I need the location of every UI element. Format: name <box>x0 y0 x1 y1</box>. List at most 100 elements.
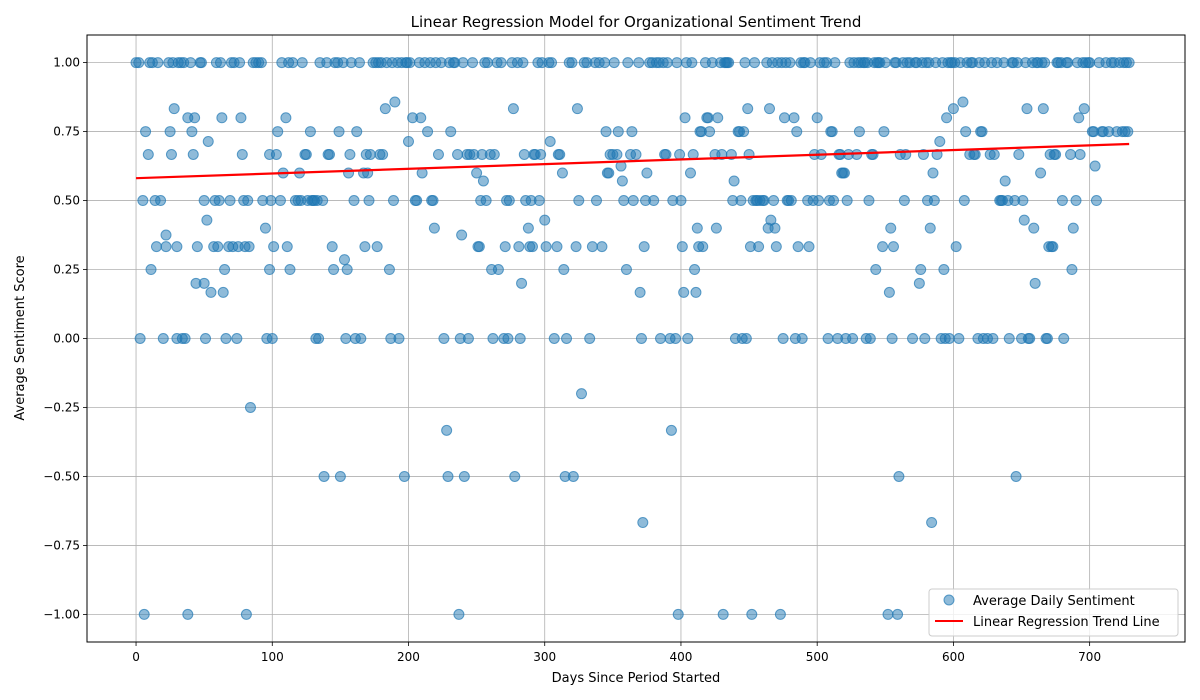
data-point <box>220 333 232 344</box>
data-point <box>950 241 962 253</box>
data-point <box>630 148 642 160</box>
data-point <box>1018 214 1030 226</box>
data-point <box>427 195 439 207</box>
data-point <box>675 195 687 207</box>
data-point <box>853 126 865 138</box>
data-point <box>544 136 556 148</box>
data-point <box>134 333 146 344</box>
data-point <box>576 388 588 400</box>
data-point <box>383 264 395 276</box>
data-point <box>1035 167 1047 179</box>
legend-box <box>928 588 1179 637</box>
data-point <box>584 333 596 344</box>
data-point <box>477 175 489 187</box>
data-point <box>612 126 624 138</box>
data-point <box>599 57 611 69</box>
data-point <box>457 57 469 69</box>
data-point <box>165 148 177 160</box>
data-point <box>887 241 899 253</box>
data-point <box>155 195 167 207</box>
data-point <box>1056 195 1068 207</box>
data-point <box>1123 57 1135 69</box>
y-tick-label: −0.75 <box>43 538 80 552</box>
data-point <box>411 195 423 207</box>
data-point <box>558 264 570 276</box>
data-point <box>1062 57 1074 69</box>
data-point <box>697 241 709 253</box>
data-point <box>480 195 492 207</box>
data-point <box>634 286 646 298</box>
data-point <box>458 470 470 482</box>
data-point <box>684 167 696 179</box>
data-point <box>738 126 750 138</box>
data-point <box>596 241 608 253</box>
data-point <box>947 103 959 115</box>
data-point <box>224 195 236 207</box>
data-point <box>958 195 970 207</box>
chart-title: Linear Regression Model for Organization… <box>411 13 862 31</box>
data-point <box>988 148 1000 160</box>
data-point <box>242 195 254 207</box>
data-point <box>665 424 677 436</box>
data-point <box>377 148 389 160</box>
data-point <box>255 57 267 69</box>
data-point <box>987 333 999 344</box>
data-point <box>740 333 752 344</box>
data-point <box>883 286 895 298</box>
data-point <box>323 148 335 160</box>
data-point <box>686 57 698 69</box>
data-point <box>1013 148 1025 160</box>
x-tick-label: 500 <box>806 650 829 664</box>
data-point <box>186 126 198 138</box>
data-point <box>879 57 891 69</box>
data-point <box>195 57 207 69</box>
data-point <box>488 148 500 160</box>
data-point <box>556 167 568 179</box>
data-point <box>539 214 551 226</box>
data-point <box>389 96 401 108</box>
data-point <box>1070 195 1082 207</box>
data-point <box>943 333 955 344</box>
data-point <box>704 126 716 138</box>
data-point <box>870 264 882 276</box>
data-point <box>182 608 194 620</box>
data-point <box>571 103 583 115</box>
data-point <box>1047 241 1059 253</box>
data-point <box>670 333 682 344</box>
data-point <box>600 126 612 138</box>
data-point <box>957 96 969 108</box>
data-point <box>1074 148 1086 160</box>
data-point <box>777 333 789 344</box>
data-point <box>976 126 988 138</box>
y-tick-label: 0.75 <box>53 125 80 139</box>
data-point <box>1089 160 1101 172</box>
data-point <box>622 57 634 69</box>
data-point <box>927 167 939 179</box>
data-point <box>1017 195 1029 207</box>
data-point <box>487 333 499 344</box>
data-point <box>138 608 150 620</box>
data-point <box>343 167 355 179</box>
data-point <box>603 167 615 179</box>
data-point <box>768 195 780 207</box>
y-tick-label: −0.50 <box>43 469 80 483</box>
data-point <box>785 195 797 207</box>
data-point <box>735 195 747 207</box>
data-point <box>402 136 414 148</box>
data-point <box>586 241 598 253</box>
data-point <box>822 333 834 344</box>
data-point <box>938 264 950 276</box>
regression-line <box>136 142 1130 180</box>
data-point <box>1122 126 1134 138</box>
data-point <box>633 57 645 69</box>
x-tick-label: 100 <box>261 650 284 664</box>
data-point <box>1003 333 1015 344</box>
data-point <box>300 148 312 160</box>
data-point <box>627 195 639 207</box>
data-point <box>882 608 894 620</box>
data-point <box>885 222 897 234</box>
data-point <box>234 57 246 69</box>
y-tick-label: −0.25 <box>43 400 80 414</box>
data-point <box>187 148 199 160</box>
data-point <box>359 241 371 253</box>
